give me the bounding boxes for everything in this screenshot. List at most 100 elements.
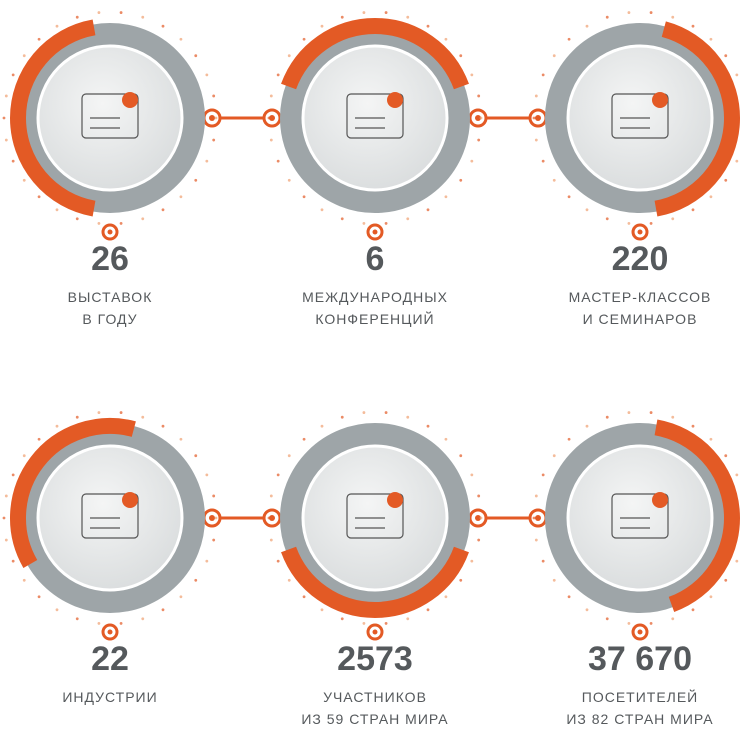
icon-accent — [387, 492, 403, 508]
decor-dot — [162, 425, 165, 428]
decor-dot — [212, 95, 215, 98]
decor-dot — [459, 579, 462, 582]
decor-dot — [586, 608, 589, 611]
decor-dot — [5, 95, 8, 98]
decor-dot — [205, 160, 208, 163]
decor-dot — [76, 217, 79, 220]
decor-dot — [735, 473, 738, 476]
stat-label: И СЕМИНАРОВ — [583, 311, 698, 327]
decor-dot — [5, 139, 8, 142]
stat-label: ВЫСТАВОК — [68, 289, 153, 305]
stat-label: ИНДУСТРИИ — [62, 689, 157, 705]
decor-dot — [341, 16, 344, 19]
decor-dot — [406, 16, 409, 19]
decor-dot — [470, 73, 473, 76]
decor-dot — [212, 495, 215, 498]
decor-dot — [98, 411, 101, 414]
stat-number: 2573 — [337, 640, 413, 678]
decor-dot — [477, 95, 480, 98]
decor-dot — [553, 179, 556, 182]
decor-dot — [553, 54, 556, 57]
decor-dot — [12, 160, 15, 163]
decor-dot — [724, 179, 727, 182]
decor-dot — [606, 416, 609, 419]
decor-dot — [606, 16, 609, 19]
decor-dot — [568, 595, 571, 598]
marker-dot — [638, 630, 643, 635]
decor-dot — [427, 425, 430, 428]
decor-dot — [98, 11, 101, 14]
decor-dot — [12, 473, 15, 476]
decor-dot — [628, 622, 631, 625]
stat-label: МЕЖДУНАРОДНЫХ — [302, 289, 448, 305]
decor-dot — [98, 622, 101, 625]
decor-dot — [341, 217, 344, 220]
decor-dot — [363, 411, 366, 414]
decor-dot — [445, 38, 448, 41]
decor-dot — [98, 222, 101, 225]
marker-dot — [373, 630, 378, 635]
decor-dot — [650, 622, 653, 625]
decor-dot — [141, 617, 144, 620]
stat-label: КОНФЕРЕНЦИЙ — [315, 310, 434, 327]
decor-dot — [477, 495, 480, 498]
decor-dot — [120, 411, 123, 414]
decor-dot — [215, 517, 218, 520]
decor-dot — [321, 425, 324, 428]
decor-dot — [120, 11, 123, 14]
decor-dot — [215, 117, 218, 120]
decor-dot — [56, 208, 59, 211]
decor-dot — [303, 595, 306, 598]
decor-dot — [141, 16, 144, 19]
decor-dot — [212, 539, 215, 542]
decor-dot — [535, 95, 538, 98]
decor-dot — [724, 54, 727, 57]
decor-dot — [671, 16, 674, 19]
stat-number: 22 — [91, 640, 129, 678]
decor-dot — [568, 38, 571, 41]
decor-dot — [477, 539, 480, 542]
stat-number: 26 — [91, 240, 129, 278]
decor-dot — [459, 179, 462, 182]
decor-dot — [23, 579, 26, 582]
decor-dot — [141, 217, 144, 220]
decor-dot — [470, 160, 473, 163]
decor-dot — [735, 160, 738, 163]
decor-dot — [38, 195, 41, 198]
connector-dot — [209, 515, 215, 521]
decor-dot — [535, 495, 538, 498]
decor-dot — [480, 517, 483, 520]
decor-dot — [23, 179, 26, 182]
decor-dot — [205, 73, 208, 76]
decor-dot — [650, 11, 653, 14]
marker-dot — [108, 230, 113, 235]
marker-dot — [373, 230, 378, 235]
decor-dot — [120, 622, 123, 625]
decor-dot — [3, 117, 6, 120]
decor-dot — [692, 608, 695, 611]
decor-dot — [205, 473, 208, 476]
decor-dot — [277, 560, 280, 563]
decor-dot — [76, 617, 79, 620]
decor-dot — [606, 217, 609, 220]
decor-dot — [288, 179, 291, 182]
decor-dot — [480, 117, 483, 120]
decor-dot — [724, 454, 727, 457]
decor-dot — [427, 25, 430, 28]
icon-accent — [122, 492, 138, 508]
stat-label: УЧАСТНИКОВ — [323, 689, 427, 705]
decor-dot — [180, 38, 183, 41]
decor-dot — [38, 38, 41, 41]
decor-dot — [692, 425, 695, 428]
decor-dot — [3, 517, 6, 520]
decor-dot — [710, 595, 713, 598]
icon-accent — [387, 92, 403, 108]
decor-dot — [445, 438, 448, 441]
decor-dot — [542, 560, 545, 563]
decor-dot — [553, 454, 556, 457]
decor-dot — [5, 539, 8, 542]
icon-accent — [652, 492, 668, 508]
decor-dot — [671, 416, 674, 419]
decor-dot — [38, 438, 41, 441]
decor-dot — [363, 11, 366, 14]
